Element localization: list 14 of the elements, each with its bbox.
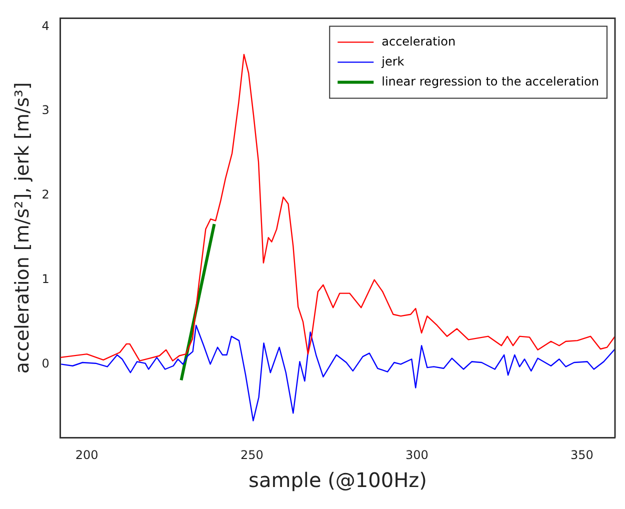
x-tick-label: 200: [75, 448, 98, 462]
legend-label: acceleration: [382, 34, 456, 48]
x-axis-title: sample (@100Hz): [248, 468, 427, 492]
y-tick-label: 2: [42, 188, 50, 202]
y-tick-label: 0: [42, 356, 50, 370]
y-tick-label: 1: [42, 272, 50, 286]
x-tick-label: 350: [570, 448, 594, 462]
x-tick-label: 300: [405, 448, 428, 462]
legend-label: linear regression to the acceleration: [382, 74, 600, 88]
x-tick-label: 250: [240, 448, 264, 462]
y-tick-label: 3: [42, 103, 50, 118]
y-tick-label: 4: [42, 18, 50, 33]
y-axis-title: acceleration [m/s²], jerk [m/s³]: [11, 82, 34, 374]
legend-label: jerk: [380, 54, 404, 68]
